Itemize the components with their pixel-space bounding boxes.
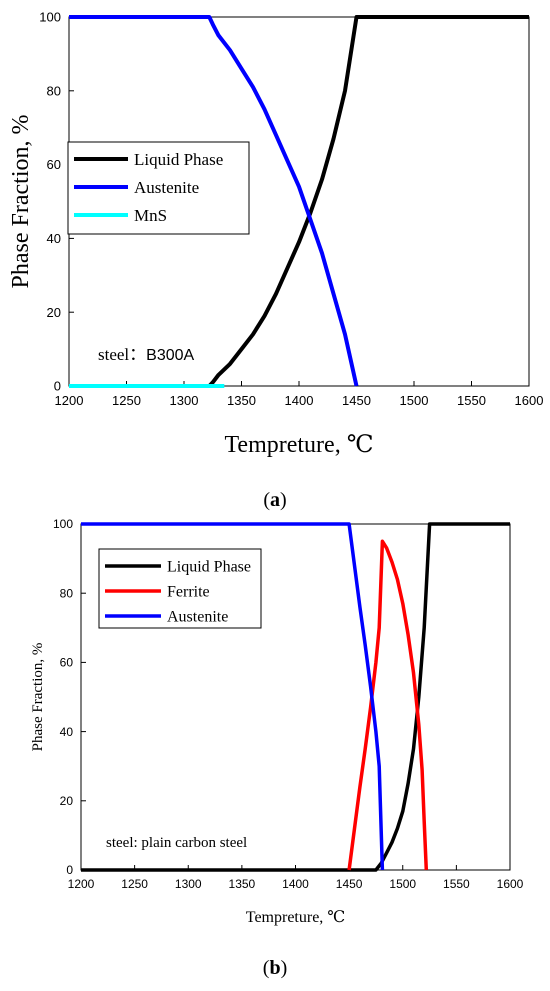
x-tick-label: 1300	[175, 877, 202, 891]
panel-label-close: )	[281, 957, 288, 979]
legend-label: Austenite	[134, 178, 199, 197]
legend-label: Ferrite	[167, 584, 210, 601]
y-tick-label: 40	[60, 725, 74, 739]
series-line-austenite	[69, 15, 359, 387]
x-tick-label: 1200	[55, 393, 84, 408]
y-tick-label: 0	[66, 863, 73, 877]
y-tick-label: 80	[60, 586, 74, 600]
x-tick-label: 1300	[170, 393, 199, 408]
x-tick-label: 1550	[443, 877, 470, 891]
x-tick-label: 1600	[515, 393, 544, 408]
x-tick-label: 1400	[282, 877, 309, 891]
panel-label-close: )	[280, 489, 287, 511]
series-line-liquid-phase	[69, 15, 529, 388]
y-tick-label: 20	[47, 305, 61, 320]
x-axis-label: Tempreture, ℃	[246, 909, 345, 926]
steel-annotation: steel: plain carbon steel	[106, 835, 247, 851]
x-tick-label: 1350	[227, 393, 256, 408]
series-line-austenite	[81, 522, 385, 871]
y-tick-label: 100	[53, 517, 73, 531]
x-tick-label: 1400	[285, 393, 314, 408]
y-tick-label: 20	[60, 794, 74, 808]
x-tick-label: 1600	[497, 877, 524, 891]
x-tick-label: 1500	[389, 877, 416, 891]
x-tick-label: 1250	[112, 393, 141, 408]
panel-label: (a)	[263, 489, 286, 511]
x-tick-label: 1550	[457, 393, 486, 408]
y-tick-label: 60	[47, 157, 61, 172]
panel-label-letter: a	[270, 489, 280, 511]
x-tick-label: 1250	[121, 877, 148, 891]
y-tick-label: 80	[47, 83, 61, 98]
y-axis-label: Phase Fraction, %	[8, 115, 34, 289]
series-line-ferrite	[347, 539, 429, 871]
x-tick-label: 1450	[342, 393, 371, 408]
legend-label: Liquid Phase	[167, 559, 251, 576]
x-tick-label: 1200	[68, 877, 95, 891]
steel-annotation-value: plain carbon steel	[141, 835, 247, 851]
panel-label: (b)	[263, 957, 287, 979]
legend-label: Liquid Phase	[134, 150, 223, 169]
steel-annotation: steel：B300A	[98, 345, 195, 364]
y-axis-label: Phase Fraction, %	[30, 643, 46, 752]
x-tick-label: 1350	[229, 877, 256, 891]
steel-annotation-prefix: steel:	[106, 835, 141, 851]
panel-label-letter: b	[269, 957, 280, 979]
panel-label-open: (	[263, 957, 270, 979]
y-tick-label: 0	[54, 379, 61, 394]
y-tick-label: 60	[60, 656, 74, 670]
panel-label-open: (	[263, 489, 270, 511]
chart-panel-a: 1200 1250 1300 1350 1400 1450 1500 1550 1600 0 20 4…	[8, 10, 543, 511]
steel-annotation-prefix: steel：	[98, 345, 146, 364]
x-tick-label: 1500	[400, 393, 429, 408]
legend-label: MnS	[134, 206, 167, 225]
legend-label: Austenite	[167, 609, 228, 626]
y-tick-label: 40	[47, 231, 61, 246]
steel-annotation-value: B300A	[146, 347, 194, 364]
x-axis-label: Tempreture, ℃	[224, 432, 373, 458]
y-tick-label: 100	[39, 10, 61, 25]
x-tick-label: 1450	[336, 877, 363, 891]
chart-panel-b: 1200 1250 1300 1350 1400 1450 1500 1550 1600 0 20 4…	[30, 517, 524, 979]
